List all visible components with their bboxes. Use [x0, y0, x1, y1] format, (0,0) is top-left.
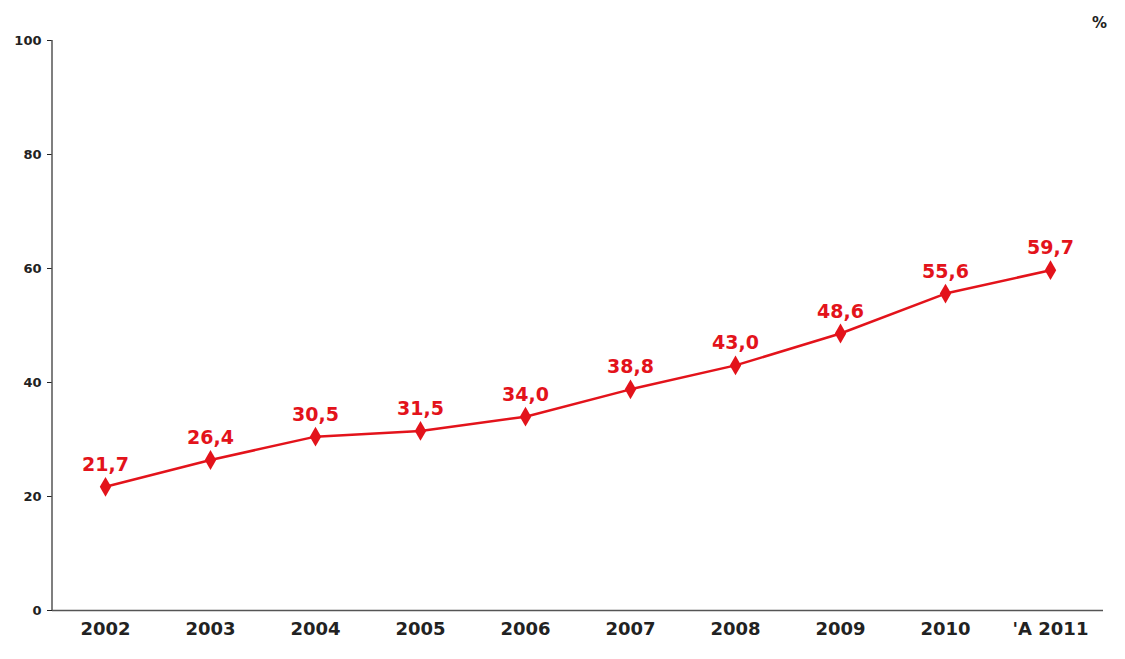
- svg-text:38,8: 38,8: [607, 355, 654, 377]
- svg-text:80: 80: [23, 147, 41, 162]
- svg-text:2007: 2007: [605, 618, 655, 639]
- svg-text:20: 20: [23, 489, 41, 504]
- svg-text:0: 0: [32, 603, 41, 618]
- svg-text:21,7: 21,7: [82, 453, 129, 475]
- svg-text:2006: 2006: [500, 618, 550, 639]
- svg-text:2003: 2003: [185, 618, 235, 639]
- svg-text:'A 2011: 'A 2011: [1013, 618, 1089, 639]
- svg-text:2010: 2010: [920, 618, 970, 639]
- svg-text:100: 100: [14, 33, 41, 48]
- svg-text:30,5: 30,5: [292, 403, 339, 425]
- svg-text:2008: 2008: [710, 618, 760, 639]
- svg-text:48,6: 48,6: [817, 300, 864, 322]
- svg-text:%: %: [1092, 14, 1107, 32]
- svg-text:59,7: 59,7: [1027, 236, 1074, 258]
- svg-text:34,0: 34,0: [502, 383, 549, 405]
- svg-text:2009: 2009: [815, 618, 865, 639]
- svg-text:26,4: 26,4: [187, 426, 234, 448]
- svg-text:60: 60: [23, 261, 41, 276]
- svg-text:55,6: 55,6: [922, 260, 969, 282]
- svg-text:31,5: 31,5: [397, 397, 444, 419]
- svg-text:2005: 2005: [395, 618, 445, 639]
- svg-text:40: 40: [23, 375, 41, 390]
- svg-text:2004: 2004: [290, 618, 340, 639]
- svg-text:43,0: 43,0: [712, 331, 759, 353]
- svg-text:2002: 2002: [80, 618, 130, 639]
